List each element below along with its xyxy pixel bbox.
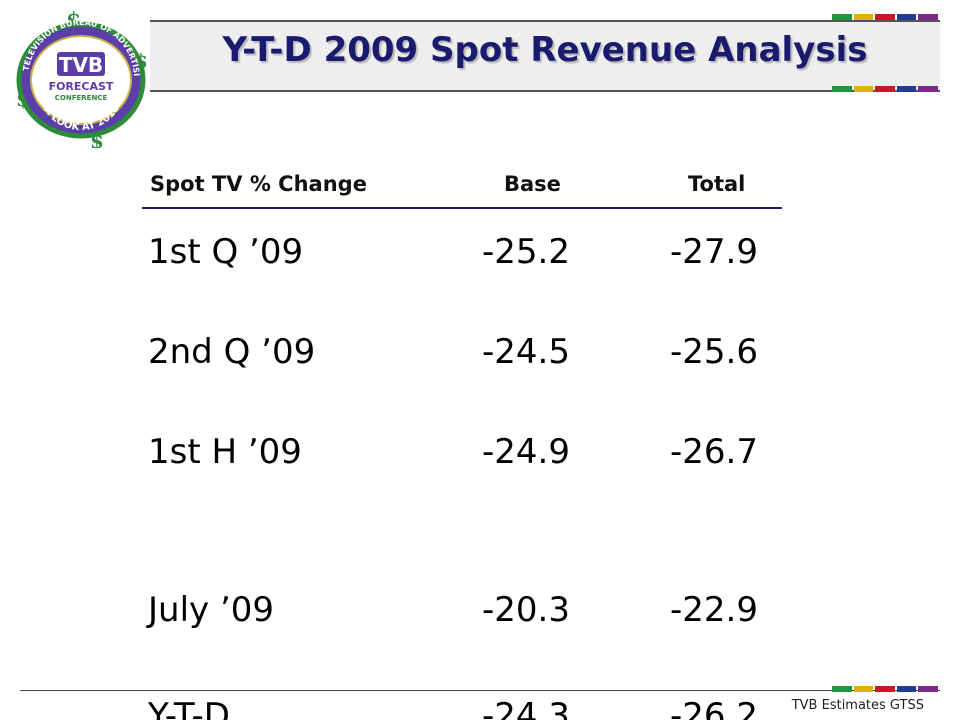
stripe-segment	[918, 14, 938, 20]
row-base: -24.3	[482, 696, 570, 720]
stripe-segment	[918, 86, 938, 92]
stripe-segment	[832, 14, 852, 20]
stripe-segment	[875, 14, 895, 20]
header-base: Base	[504, 172, 561, 196]
row-total: -26.7	[670, 432, 758, 472]
row-total: -26.2	[670, 696, 758, 720]
slide-title: Y-T-D 2009 Spot Revenue Analysis	[222, 30, 868, 70]
title-color-stripe	[832, 86, 940, 92]
stripe-segment	[875, 686, 895, 692]
logo-brand: TVB	[59, 53, 103, 77]
stripe-segment	[896, 14, 917, 20]
stripe-segment	[896, 86, 917, 92]
stripe-segment	[875, 86, 895, 92]
row-total: -27.9	[670, 232, 758, 272]
row-base: -25.2	[482, 232, 570, 272]
row-label: 1st Q ’09	[148, 232, 304, 272]
row-base: -24.5	[482, 332, 570, 372]
header-divider	[142, 207, 782, 209]
stripe-segment	[832, 86, 852, 92]
footer-divider	[20, 690, 940, 691]
footer-color-stripe	[832, 686, 940, 692]
top-color-stripe	[832, 14, 940, 20]
row-label: July ’09	[148, 590, 275, 630]
row-label: 2nd Q ’09	[148, 332, 316, 372]
header-spot-tv-change: Spot TV % Change	[150, 172, 367, 196]
row-total: -25.6	[670, 332, 758, 372]
row-total: -22.9	[670, 590, 758, 630]
stripe-segment	[896, 686, 917, 692]
stripe-segment	[853, 86, 874, 92]
stripe-segment	[918, 686, 938, 692]
tvb-forecast-logo: $ $ $ $ TELEVISION BUREAU OF ADVERTISING…	[6, 6, 148, 148]
source-note: TVB Estimates GTSS	[791, 698, 924, 713]
table-row: Y-T-D -24.3 -26.2	[0, 680, 960, 720]
title-bar	[150, 20, 940, 92]
stripe-segment	[853, 686, 874, 692]
logo-line1: FORECAST	[49, 80, 114, 93]
row-label: Y-T-D	[148, 696, 230, 720]
row-base: -24.9	[482, 432, 570, 472]
stripe-segment	[853, 14, 874, 20]
logo-line2: CONFERENCE	[55, 94, 108, 102]
row-base: -20.3	[482, 590, 570, 630]
stripe-segment	[832, 686, 852, 692]
header-total: Total	[688, 172, 746, 196]
row-label: 1st H ’09	[148, 432, 302, 472]
